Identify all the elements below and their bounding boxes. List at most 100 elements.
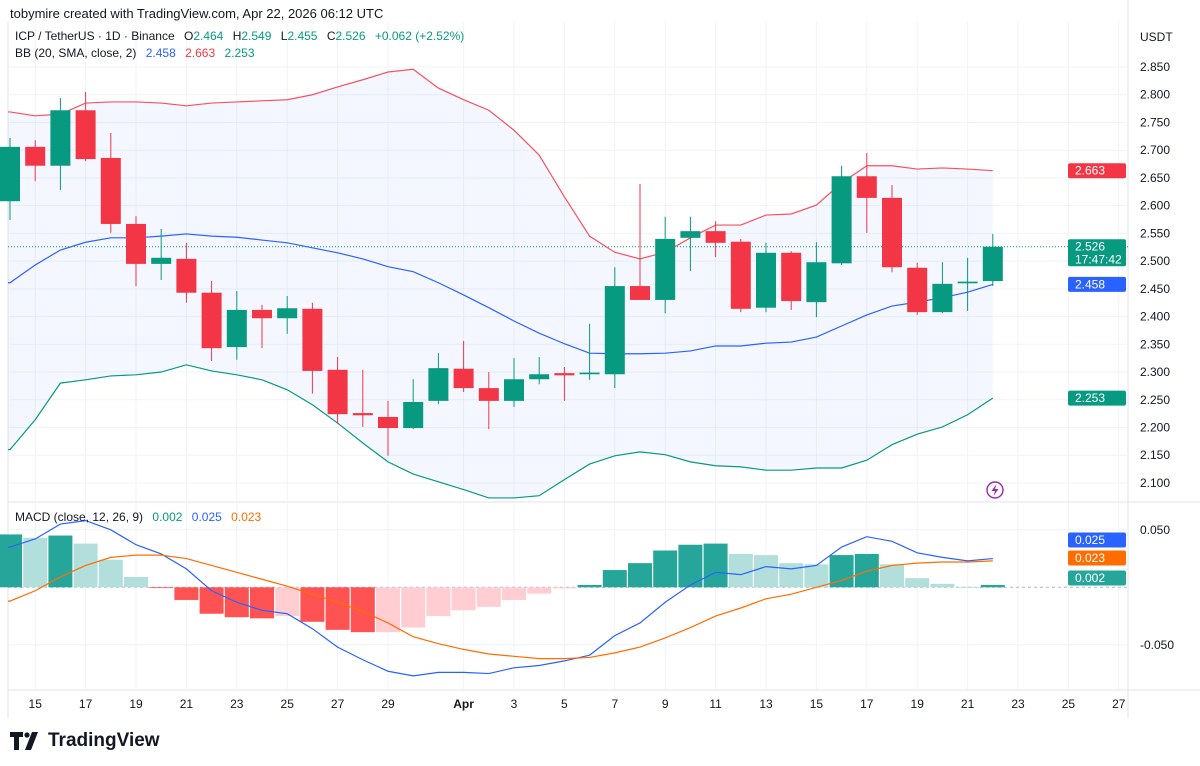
bb-band-fill	[8, 69, 993, 498]
candle	[806, 242, 827, 318]
candle	[151, 228, 172, 280]
candle-body	[504, 379, 524, 401]
macd-histogram-bar	[300, 587, 325, 622]
macd-histogram-bar	[199, 587, 224, 614]
candle	[352, 369, 373, 427]
bb-lower-line	[8, 364, 994, 499]
candle-body	[0, 146, 20, 202]
time-tick-label: 9	[662, 697, 669, 711]
candle-body	[680, 231, 701, 238]
candle-body	[932, 283, 953, 313]
candle	[50, 98, 71, 191]
candle	[630, 184, 650, 300]
close-value: 2.526	[335, 29, 366, 43]
macd-line-value: 0.025	[191, 510, 222, 524]
macd-histogram-bar	[426, 587, 451, 617]
candle	[428, 353, 449, 405]
bb-title[interactable]: BB (20, SMA, close, 2)	[15, 46, 137, 60]
price-tick-label: 2.750	[1140, 115, 1170, 129]
macd-histogram-bar	[653, 550, 678, 588]
candle	[504, 358, 524, 407]
macd-histogram-bar	[678, 544, 703, 588]
macd-histogram-bar	[23, 537, 48, 588]
high-value: 2.549	[241, 29, 272, 43]
lightning-icon[interactable]	[986, 481, 1004, 499]
close-label: C	[326, 29, 336, 43]
macd-histogram-bar	[905, 578, 930, 588]
candle-body	[100, 157, 121, 224]
candle-body	[302, 308, 323, 371]
price-tick-label: 2.450	[1140, 282, 1170, 296]
macd-histogram-bar	[880, 564, 904, 588]
hist-badge-text: 0.002	[1075, 571, 1105, 585]
low-value: 2.455	[287, 29, 318, 43]
hist-badge-bg	[1068, 570, 1126, 586]
candle-body	[604, 286, 625, 375]
candle-body	[630, 286, 650, 300]
high-label: H	[232, 29, 242, 43]
symbol-legend: ICP / TetherUS · 1D · Binance O2.464 H2.…	[15, 29, 464, 43]
chart-credit: tobymire created with TradingView.com, A…	[10, 6, 384, 21]
time-tick-label: 27	[331, 697, 345, 711]
macd-hist-value: 0.002	[152, 510, 183, 524]
candle-body	[529, 374, 550, 380]
candle-body	[151, 257, 172, 264]
time-tick-label: 21	[180, 697, 194, 711]
macd-histogram-bar	[275, 587, 300, 617]
candle-body	[907, 267, 928, 313]
symbol-title[interactable]: ICP / TetherUS · 1D · Binance	[15, 29, 175, 43]
candle-body	[579, 372, 600, 375]
hist-badge: 0.002	[1068, 570, 1126, 586]
macd-histogram-bar	[779, 563, 804, 588]
candle	[478, 372, 499, 430]
candle-body	[226, 309, 247, 348]
macd-histogram-bar	[476, 587, 501, 607]
tradingview-logo[interactable]: TradingView	[10, 730, 160, 752]
macd-badge: 0.025	[1068, 532, 1126, 548]
time-tick-label: 17	[79, 697, 93, 711]
time-tick-label: 19	[129, 697, 143, 711]
candle	[75, 91, 96, 162]
macd-histogram-bar	[728, 553, 753, 588]
time-tick-label: 15	[29, 697, 43, 711]
candle-body	[856, 176, 877, 198]
candle-body	[806, 262, 827, 303]
candle-body	[277, 308, 298, 319]
price-tick-label: 2.300	[1140, 365, 1170, 379]
macd-histogram-bar	[980, 585, 1005, 588]
candle	[957, 257, 978, 312]
candle	[579, 323, 600, 380]
currency-label[interactable]: USDT	[1140, 30, 1173, 44]
time-tick-label: 11	[709, 697, 722, 711]
candle-body	[831, 176, 852, 264]
candle	[655, 216, 676, 314]
macd-histogram-bar	[149, 587, 174, 589]
price-tick-label: 2.850	[1140, 60, 1170, 74]
macd-badge-text: 0.025	[1075, 533, 1105, 547]
signal-badge-text: 0.023	[1075, 551, 1105, 565]
last-price-badge-countdown: 17:47:42	[1075, 253, 1122, 267]
macd-title[interactable]: MACD (close, 12, 26, 9)	[15, 510, 144, 524]
candle	[982, 233, 1003, 287]
candle-body	[201, 292, 222, 349]
candle	[252, 304, 272, 349]
time-tick-label: 3	[511, 697, 518, 711]
macd-histogram-bar	[48, 535, 73, 588]
lightning-icon-bolt	[991, 484, 999, 496]
price-tick-label: 2.650	[1140, 171, 1170, 185]
candle	[0, 137, 20, 221]
macd-histogram-bar	[376, 587, 400, 633]
candle-body	[453, 368, 474, 389]
bb-basis-badge: 2.458	[1068, 276, 1126, 292]
candle	[529, 357, 550, 385]
macd-histogram-bar	[0, 534, 22, 588]
candle	[378, 400, 398, 456]
macd-histogram-bar	[804, 564, 829, 588]
time-tick-label: 23	[230, 697, 244, 711]
low-label: L	[280, 29, 288, 43]
candle	[100, 132, 121, 233]
candle	[730, 238, 751, 313]
candle	[831, 165, 852, 265]
bb-upper-badge: 2.663	[1068, 163, 1126, 179]
